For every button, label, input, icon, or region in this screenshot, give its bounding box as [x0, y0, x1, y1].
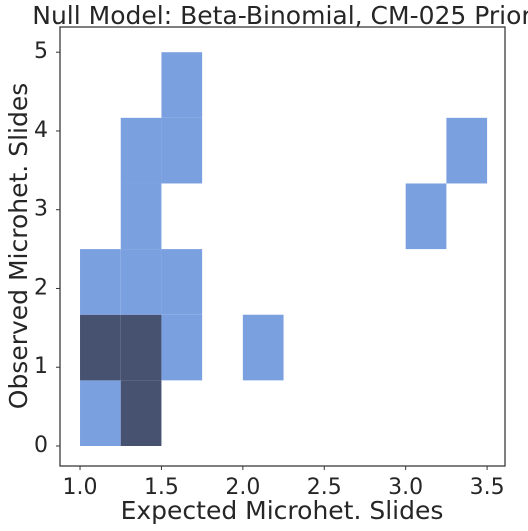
y-axis-label: Observed Microhet. Slides	[4, 83, 33, 409]
hist-cell	[405, 183, 447, 250]
hist-cell	[120, 183, 162, 250]
hist-cell	[446, 117, 488, 184]
hist-cell	[80, 314, 121, 381]
y-tick-label: 4	[34, 118, 48, 143]
hist-cell	[80, 249, 121, 315]
x-tick-label: 2.0	[225, 475, 260, 500]
hist-cell	[120, 249, 162, 315]
x-tick-label: 3.5	[470, 475, 505, 500]
x-tick-label: 3.0	[388, 475, 423, 500]
y-tick-label: 5	[34, 39, 48, 64]
hist-cell	[242, 314, 284, 381]
x-tick-label: 1.5	[144, 475, 179, 500]
x-axis-label: Expected Microhet. Slides	[121, 496, 444, 525]
hist-cell	[161, 117, 203, 184]
hist-cell	[120, 117, 162, 184]
hist-cell	[120, 314, 162, 381]
chart-title: Null Model: Beta-Binomial, CM-025 Prior	[32, 1, 528, 30]
hist-cell	[161, 314, 203, 381]
hist-cell	[120, 380, 162, 446]
hist-cell	[161, 52, 203, 118]
x-tick-label: 1.0	[63, 475, 98, 500]
y-tick-label: 1	[34, 354, 48, 379]
hist-cell	[80, 380, 121, 446]
plot-frame	[59, 26, 506, 467]
x-tick-label: 2.5	[307, 475, 342, 500]
y-tick-label: 0	[34, 433, 48, 458]
y-tick-label: 3	[34, 197, 48, 222]
y-tick-label: 2	[34, 275, 48, 300]
hist-cell	[161, 249, 203, 315]
